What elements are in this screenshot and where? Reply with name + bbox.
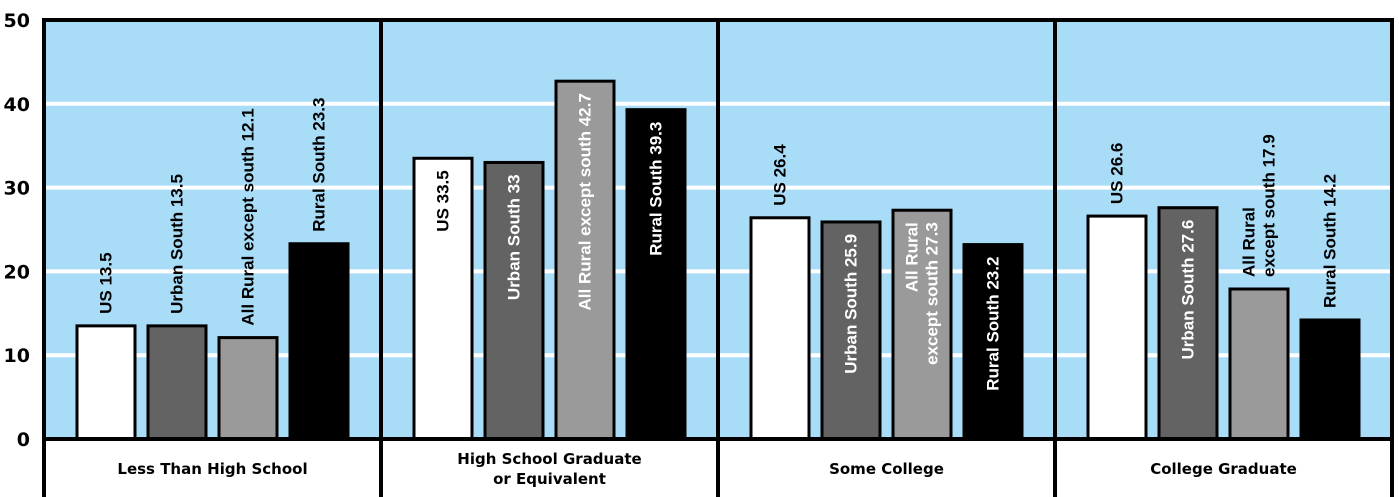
bar-value-label: Urban South 13.5 [168,174,187,314]
bar [554,79,616,441]
bar [749,216,811,441]
y-tick-label: 30 [4,178,30,200]
bar-value-label: All Rural except south 12.1 [239,108,258,325]
category-label: Less Than High School [117,460,307,478]
chart-frame [42,18,1394,497]
bar-value-label: Rural South 14.2 [1321,174,1340,308]
bar-value-label: Urban South 33 [505,174,524,300]
bar-value-label: Urban South 25.9 [842,234,861,374]
bar-value-label: Rural South 39.3 [647,122,666,256]
bar [217,336,279,441]
bar [483,160,545,441]
bars [75,79,1361,441]
y-tick-label: 20 [4,261,30,283]
category-label: College Graduate [1150,460,1297,478]
bar [625,108,687,441]
bar-value-label: All Ruralexcept south 27.3 [903,222,942,365]
bar [75,324,137,441]
y-tick-label: 0 [17,429,30,451]
bar [146,324,208,441]
bar [1086,214,1148,441]
bar-value-label: US 33.5 [434,170,453,231]
bar-value-label: US 13.5 [97,252,116,313]
bar-value-label: US 26.4 [771,144,790,206]
y-tick-label: 50 [4,10,30,32]
bar-value-label: Rural South 23.3 [310,98,329,232]
y-tick-label: 10 [4,345,30,367]
bar [891,208,953,441]
bar [962,243,1024,441]
bar-value-label: US 26.6 [1108,143,1127,204]
category-label: Some College [829,460,944,478]
bar-value-label: All Ruralexcept south 17.9 [1240,134,1279,277]
bar-value-label: Urban South 27.6 [1179,220,1198,360]
category-labels: Less Than High School High School Graduat… [117,450,1296,488]
bar [1157,206,1219,441]
bar [820,220,882,441]
bar [288,242,350,441]
bar-value-label: Rural South 23.2 [984,257,1003,391]
bar [412,156,474,441]
y-axis-tick-labels: 0 10 20 30 40 50 [4,10,30,451]
bar-value-label: All Rural except south 42.7 [576,93,595,310]
y-tick-label: 40 [4,94,30,116]
category-label: High School Graduate or Equivalent [457,450,641,488]
bar [1228,287,1290,441]
bar [1299,318,1361,441]
bar-labels: US 13.5 Urban South 13.5 All Rural except … [97,93,1340,391]
